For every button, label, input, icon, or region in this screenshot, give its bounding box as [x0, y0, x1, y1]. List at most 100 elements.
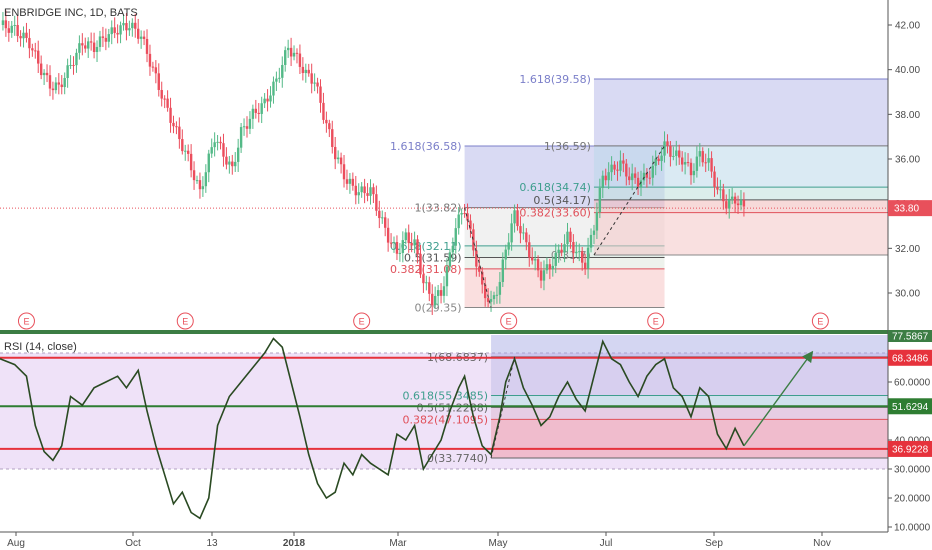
rsi-fib-label: 0.382(47.1095): [402, 413, 488, 426]
candle-body: [395, 242, 399, 254]
candle-body: [181, 139, 184, 152]
candle-body: [345, 179, 349, 184]
rsi-level-tag-label: 68.3486: [892, 353, 929, 364]
candle-body: [616, 169, 619, 171]
rsi-fib-label: 0(33.7740): [427, 452, 488, 465]
candle-body: [301, 66, 305, 74]
candle-body: [163, 98, 166, 100]
candle-body: [219, 141, 222, 144]
candle-body: [539, 270, 543, 281]
candle-body: [425, 282, 428, 284]
candle-body: [51, 88, 55, 91]
candle-body: [25, 32, 28, 38]
trend-dash: [593, 145, 665, 256]
candle-body: [316, 82, 319, 87]
candle-body: [416, 239, 419, 254]
candle-body: [175, 126, 178, 128]
candle-body: [642, 172, 646, 181]
candle-body: [369, 187, 372, 196]
candle-body: [604, 175, 607, 181]
candle-body: [169, 107, 172, 123]
candle-body: [110, 27, 113, 35]
candle-body: [572, 242, 575, 254]
candle-body: [510, 223, 513, 243]
candle-body: [389, 242, 393, 244]
candle-body: [548, 264, 552, 270]
fib-level-label: 0.5(34.17): [533, 194, 591, 207]
rsi-y-tick-label: 30.0000: [894, 465, 931, 476]
candle-body: [207, 153, 210, 173]
candle-body: [701, 151, 704, 163]
candle-body: [483, 284, 487, 299]
candle-body: [736, 203, 740, 206]
candle-body: [160, 89, 163, 99]
candle-body: [607, 172, 610, 181]
candle-body: [398, 252, 402, 254]
rsi-level-tag: [888, 398, 932, 415]
candle-body: [704, 162, 707, 164]
candle-body: [613, 164, 616, 170]
x-tick-label: Sep: [705, 538, 723, 549]
candle-body: [289, 47, 293, 57]
fib-level-label: 0.382(31.08): [390, 263, 462, 276]
earnings-marker-label: E: [506, 317, 512, 327]
fib-zone: [464, 257, 665, 269]
candle-body: [625, 163, 628, 177]
last-price-tag-label: 33.80: [894, 204, 919, 215]
earnings-marker: [500, 312, 518, 330]
candle-body: [533, 259, 537, 261]
candle-body: [307, 69, 310, 74]
candle-body: [692, 170, 696, 176]
candle-body: [275, 78, 278, 82]
candle-body: [295, 52, 299, 54]
candle-body: [57, 82, 61, 85]
price-axis-bg: [888, 0, 932, 550]
candle-body: [310, 73, 313, 84]
candle-body: [383, 217, 387, 228]
candle-body: [342, 164, 346, 180]
candle-body: [366, 193, 369, 196]
rsi-level-tag-label: 36.9228: [892, 444, 929, 455]
candle-body: [107, 34, 110, 42]
fib-zone: [464, 268, 665, 308]
candle-body: [363, 186, 366, 194]
candle-body: [554, 253, 557, 266]
candle-body: [666, 141, 669, 146]
candle-body: [683, 162, 687, 165]
candle-body: [431, 293, 434, 306]
candle-body: [354, 185, 357, 196]
candle-body: [428, 282, 431, 294]
candle-body: [239, 127, 243, 148]
last-price-tag: [888, 200, 932, 217]
candle-body: [322, 102, 325, 120]
candle-body: [116, 32, 119, 35]
rsi-chart-title: RSI (14, close): [4, 341, 77, 353]
candle-body: [557, 249, 560, 254]
fib-zone: [593, 79, 888, 146]
candle-body: [645, 172, 649, 178]
candle-body: [378, 210, 381, 219]
candle-body: [730, 196, 734, 199]
candle-body: [528, 242, 531, 258]
candle-body: [313, 82, 316, 84]
candle-body: [619, 160, 622, 171]
candle-body: [516, 210, 519, 227]
candle-body: [442, 286, 446, 296]
candle-body: [698, 151, 702, 157]
rsi-y-tick-label: 20.0000: [894, 494, 931, 505]
earnings-marker-label: E: [653, 317, 659, 327]
x-tick-label: May: [489, 538, 508, 549]
candle-body: [630, 173, 634, 181]
candle-body: [225, 156, 228, 165]
fib-zone: [593, 212, 888, 256]
earnings-marker-label: E: [359, 317, 365, 327]
candle-body: [486, 298, 490, 302]
y-tick-label: 38.00: [895, 110, 920, 121]
fib-level-label: 0.618(32.11): [390, 240, 462, 253]
rsi-y-tick-label: 10.0000: [894, 523, 931, 534]
candle-body: [60, 84, 63, 88]
candle-body: [281, 64, 284, 78]
candle-body: [507, 242, 510, 250]
rsi-level-tag: [888, 349, 932, 366]
candle-body: [195, 180, 199, 182]
